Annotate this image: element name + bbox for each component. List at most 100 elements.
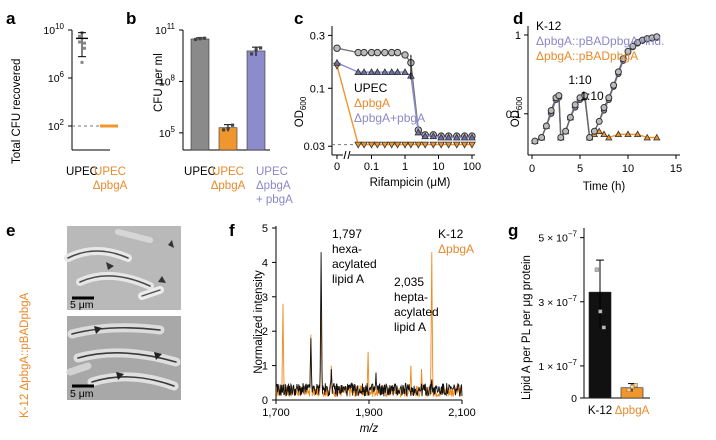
panel-g-point-1-2 <box>633 383 638 388</box>
panel-d-ylabel-main: OD <box>510 110 522 127</box>
panel-b-ytick-label-1-base: 10 <box>159 76 171 88</box>
panel-g-ytick-label-3-base: 5 × 10 <box>538 233 568 245</box>
panel-d-xtick-label-1: 5 <box>577 163 583 175</box>
panel-c-legend-upec: UPEC <box>354 81 388 95</box>
panel-b-ytick-label-0-exp: 11 <box>167 22 176 31</box>
panel-f-ytick-label-3: 3 <box>262 292 268 304</box>
panel-c-point-2-11 <box>421 132 430 140</box>
panel-c-point-2-2 <box>360 68 368 76</box>
panel-d-ytick-label-0: 1 <box>515 30 521 42</box>
panel-c-point-2-6 <box>387 68 396 76</box>
panel-f-ann2-mass: 2,035 <box>394 275 424 289</box>
panel-b-point-2-0 <box>250 52 254 56</box>
panel-c-point-1-14 <box>444 141 453 149</box>
panel-c-point-0-7 <box>393 48 402 57</box>
panel-c-point-2-3 <box>367 68 376 76</box>
panel-d-point-0-14 <box>595 117 603 125</box>
panel-a-ytick-label-1-exp: 6 <box>60 70 65 79</box>
panel-e-side-label: K-12 ΔpbgA::pBADpbgA <box>19 292 31 418</box>
panel-d-point-0-5 <box>555 92 563 100</box>
panel-d-point-0-0 <box>531 137 539 145</box>
panel-letter-b: b <box>126 9 136 28</box>
panel-d-point-0-13 <box>590 127 598 135</box>
panel-c-point-2-5 <box>380 68 389 76</box>
panel-f-ann1-mass: 1,797 <box>332 227 362 241</box>
micrograph-top-background <box>67 226 181 310</box>
panel-a-ytick-label-0-base: 10 <box>43 25 55 37</box>
panel-d-xtick-label-2: 10 <box>622 163 634 175</box>
panel-g-ytick-label-0-base: 0 <box>571 393 577 405</box>
panel-c-point-2-17 <box>468 133 476 141</box>
micrograph-bottom: 5 μm <box>66 316 181 400</box>
panel-d-point-0-26 <box>653 33 661 41</box>
panel-c-point-2-10 <box>414 128 423 136</box>
panel-c-xtick-label-4: 100 <box>463 161 481 173</box>
panel-b-cat-comp-1: UPEC <box>256 166 288 178</box>
cell-7-outline <box>91 376 175 387</box>
panel-d: d OD600 10.10 5 10 15 K-12 ΔpbgA::pBADpbgA+… <box>506 9 682 193</box>
panel-f: f Normalized intensity 0 1 2 3 4 5 1,700 1,900 2… <box>229 221 476 435</box>
panel-f-ann2-line2: acylated <box>394 305 439 319</box>
panel-c-point-1-10 <box>414 141 423 149</box>
panel-letter-e: e <box>6 221 15 240</box>
panel-c-xtick-label-2: 1 <box>402 161 408 173</box>
panel-a-ytick-label-2-base: 10 <box>48 121 60 133</box>
panel-c-point-2-13 <box>437 133 446 141</box>
panel-letter-c: c <box>294 9 303 28</box>
panel-c-axis-break-2 <box>347 150 351 160</box>
panel-b-point-1-0 <box>222 128 226 132</box>
panel-d-point-0-18 <box>614 68 622 76</box>
panel-b-bar-2 <box>246 50 266 151</box>
panel-c-point-2-0 <box>333 58 341 66</box>
panel-c-point-1-13 <box>437 141 446 149</box>
panel-g-cat-mutant: ΔpbgA <box>615 405 650 417</box>
panel-b-ytick-label-1: 108 <box>159 73 176 88</box>
panel-letter-a: a <box>6 9 16 28</box>
panel-letter-f: f <box>229 221 235 240</box>
panel-b-ytick-label-2-base: 10 <box>159 128 171 140</box>
panel-f-legend-k12: K-12 <box>438 227 464 241</box>
panel-c-point-1-5 <box>380 141 389 149</box>
panel-d-point-0-16 <box>605 94 613 102</box>
panel-b-cat-comp-2: ΔpbgA <box>256 180 291 192</box>
panel-f-xtick-label-0: 1,700 <box>262 407 290 419</box>
panel-g-ytick-label-1: 1 × 10−7 <box>538 358 577 373</box>
panel-d-point-0-15 <box>600 104 608 112</box>
panel-c-point-2-16 <box>460 133 469 141</box>
panel-c: c OD600 0.30.10.030 0.1 1 10 100 UPEC ΔpbgA … <box>294 9 481 189</box>
panel-d-point-0-20 <box>624 47 632 55</box>
panel-c-xtick-label-3: 10 <box>432 161 444 173</box>
panel-d-point-2-21 <box>653 133 661 141</box>
panel-d-legend-induced: ΔpbgA::pBADpbgA+ind. <box>536 34 664 48</box>
panel-b-ytick-label-0-base: 10 <box>155 25 167 37</box>
arrowhead-1 <box>106 262 114 270</box>
panel-f-ytick-label-5: 5 <box>262 223 268 235</box>
panel-d-point-0-6 <box>557 134 565 142</box>
panel-c-point-1-2 <box>360 141 368 149</box>
panel-b-ytick-label-0: 1011 <box>155 22 176 37</box>
panel-a-ytick-label-2-exp: 2 <box>60 118 65 127</box>
panel-f-xtick-label-1: 1,900 <box>355 407 383 419</box>
panel-g-point-1-1 <box>630 384 635 389</box>
panel-d-point-0-9 <box>571 101 579 109</box>
panel-f-ytick-label-0: 0 <box>262 395 268 407</box>
panel-c-axis-break <box>343 150 347 160</box>
panel-b-point-2-1 <box>254 48 258 52</box>
panel-b-ytick-label-1-exp: 8 <box>171 73 176 82</box>
panel-a-ytick-label-2: 102 <box>48 118 65 133</box>
panel-c-ytick-label-0: 0.3 <box>310 30 325 42</box>
panel-a-xcat-mutant-2: ΔpbgA <box>93 180 128 192</box>
panel-d-xlabel: Time (h) <box>583 181 626 193</box>
panel-d-point-0-8 <box>566 113 574 121</box>
panel-g-ytick-label-2-exp: −7 <box>568 294 578 303</box>
panel-f-spectrum-k12 <box>275 252 463 397</box>
panel-d-dilution-1: 1:10 <box>568 73 592 87</box>
panel-c-point-2-14 <box>444 133 453 141</box>
panel-a-ytick-label-1-base: 10 <box>48 73 60 85</box>
panel-c-point-0-5 <box>381 48 389 57</box>
panel-g-ytick-label-1-base: 1 × 10 <box>538 361 568 373</box>
panel-letter-d: d <box>513 9 523 28</box>
panel-a-point-upec-2 <box>83 46 86 50</box>
panel-a-point-upec-5 <box>83 41 86 45</box>
